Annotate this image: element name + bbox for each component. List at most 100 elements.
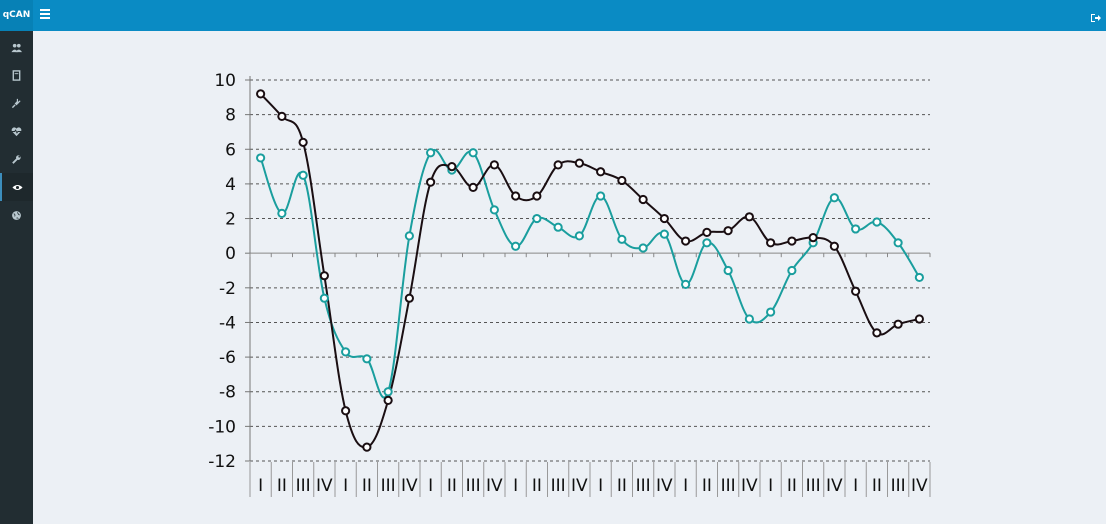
sidebar-item-book[interactable] [0,61,33,89]
data-point-s0-1 [277,208,287,218]
data-point-s0-0 [256,153,266,163]
data-points [256,89,924,452]
x-tick-label: IV [401,476,418,496]
data-point-s1-8 [426,177,436,187]
data-point-s1-6 [383,395,393,405]
data-point-s1-13 [532,191,542,201]
data-point-s0-29 [872,217,882,227]
data-point-s0-18 [638,243,648,253]
data-point-s0-5 [362,354,372,364]
x-tick-label: IV [571,476,588,496]
data-point-s0-6 [383,387,393,397]
sign-out-icon[interactable] [1090,9,1102,22]
x-tick-label: II [787,476,797,496]
y-tick-label: -10 [208,417,236,437]
data-point-s1-16 [596,167,606,177]
data-point-s0-25 [787,265,797,276]
data-point-s0-11 [489,205,499,215]
data-point-s0-28 [851,224,861,234]
sidebar-item-eye[interactable] [0,173,33,201]
data-point-s1-25 [787,236,797,246]
data-point-s0-31 [914,272,924,283]
data-point-s0-17 [617,234,627,244]
data-point-s1-17 [617,175,627,186]
data-point-s1-9 [447,161,457,172]
data-point-s1-10 [468,182,478,192]
x-tick-label: III [381,476,396,496]
y-tick-label: 4 [225,175,236,195]
sidebar-item-heartbeat[interactable] [0,117,33,145]
data-point-s0-15 [574,231,584,241]
x-tick-label: IV [486,476,503,496]
data-point-s1-3 [319,271,329,281]
plug-icon [11,98,21,108]
x-tick-label: II [277,476,287,496]
series-line-0 [259,149,921,399]
data-point-s1-29 [872,328,882,338]
data-point-s1-5 [362,442,372,452]
x-tick-label: II [532,476,542,496]
x-tick-label: IV [911,476,928,496]
data-point-s1-2 [298,137,308,147]
x-tick-label: I [343,476,348,496]
data-point-s0-4 [341,347,351,357]
data-point-s0-2 [298,170,308,180]
x-tick-label: IV [316,476,333,496]
x-tick-label: IV [656,476,673,496]
y-tick-label: -6 [219,348,236,368]
x-tick-label: I [428,476,433,496]
app-logo[interactable]: qCAN [0,0,33,31]
y-tick-label: 0 [225,244,236,264]
x-tick-label: II [362,476,372,496]
data-point-s1-1 [277,111,287,121]
data-point-s1-22 [723,226,733,236]
sidebar-item-globe[interactable] [0,201,33,229]
data-point-s0-19 [659,229,669,239]
sidebar-item-plug[interactable] [0,89,33,117]
x-tick-label: III [296,476,311,496]
data-point-s0-13 [532,213,542,224]
x-tick-label: II [702,476,712,496]
data-point-s0-30 [893,238,903,248]
data-point-s1-27 [829,241,839,251]
x-tick-label: III [806,476,821,496]
x-tick-label: I [768,476,773,496]
data-point-s1-23 [744,212,754,222]
data-point-s1-14 [553,160,563,170]
y-tick-label: -8 [219,383,236,403]
sidebar [0,31,33,524]
data-point-s0-7 [404,231,414,241]
sidebar-item-wrench[interactable] [0,145,33,173]
x-tick-label: III [636,476,651,496]
data-point-s1-19 [659,213,669,224]
book-icon [12,69,21,81]
main-content: 10 8 6 4 2 0 -2 -4 -6 -8 -10 -12 I II III IV I II III IV I II… [33,31,1106,524]
sidebar-item-users[interactable] [0,33,33,61]
series-lines [259,93,921,449]
x-tick-label: II [447,476,457,496]
globe-icon [12,210,21,220]
x-tick-label: III [891,476,906,496]
y-tick-label: 2 [225,210,236,230]
data-point-s1-15 [574,158,584,168]
x-tick-label: I [513,476,518,496]
y-tick-label: -4 [219,313,236,333]
hamburger-icon[interactable] [40,9,50,19]
data-point-s0-16 [596,191,606,201]
data-point-s1-26 [808,232,818,243]
users-icon [11,43,22,52]
data-point-s1-20 [681,236,691,246]
y-tick-label: 10 [214,71,236,91]
y-tick-label: -12 [208,452,236,472]
data-point-s0-10 [468,148,478,158]
y-tick-label: 6 [225,140,236,160]
data-point-s0-12 [511,241,521,251]
x-tick-label: I [683,476,688,496]
data-point-s1-7 [404,293,414,303]
data-point-s0-27 [829,193,839,203]
data-point-s0-24 [766,307,776,317]
data-point-s0-3 [319,293,329,303]
x-tick-label: II [872,476,882,496]
x-tick-label: I [853,476,858,496]
